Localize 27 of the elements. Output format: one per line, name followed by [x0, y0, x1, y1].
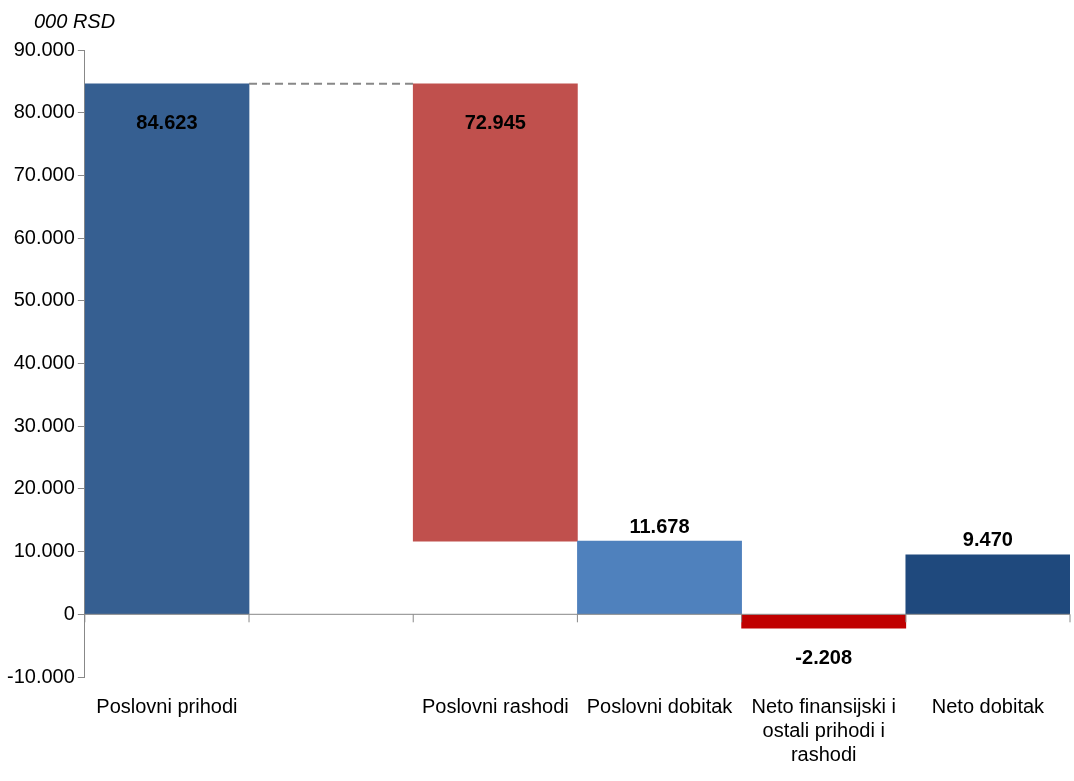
x-tick-label: Poslovni dobitak [586, 694, 734, 717]
y-tick-label: 10.000 [13, 539, 75, 562]
y-tick-label: 90.000 [13, 37, 75, 60]
y-tick-label: 0 [63, 601, 75, 624]
x-tick-label: Poslovni rashodi [421, 694, 569, 717]
data-label: 9.470 [962, 528, 1013, 551]
x-tick-label: Poslovni prihodi [96, 694, 238, 717]
y-tick-label: 50.000 [13, 288, 75, 311]
y-tick-label: 80.000 [13, 100, 75, 123]
y-tick-label: 60.000 [13, 225, 75, 248]
data-label: 72.945 [464, 111, 526, 134]
data-label: 11.678 [629, 514, 690, 537]
y-tick-label: 30.000 [13, 413, 75, 436]
y-tick-label: -10.000 [6, 664, 75, 687]
bar [905, 554, 1070, 615]
y-axis-title: 000 RSD [34, 9, 116, 32]
data-label: 84.623 [136, 111, 198, 134]
x-tick-label: Neto finansijski i ostali prihodi i rashodi [751, 694, 896, 765]
y-tick-label: 40.000 [13, 351, 75, 374]
bar [412, 83, 578, 542]
bar [741, 614, 907, 629]
data-label: -2.208 [795, 645, 853, 668]
x-tick-label: Neto dobitak [931, 694, 1046, 717]
y-tick-label: 20.000 [13, 476, 75, 499]
y-tick-label: 70.000 [13, 162, 75, 185]
bar [84, 83, 250, 615]
bar [577, 540, 742, 615]
